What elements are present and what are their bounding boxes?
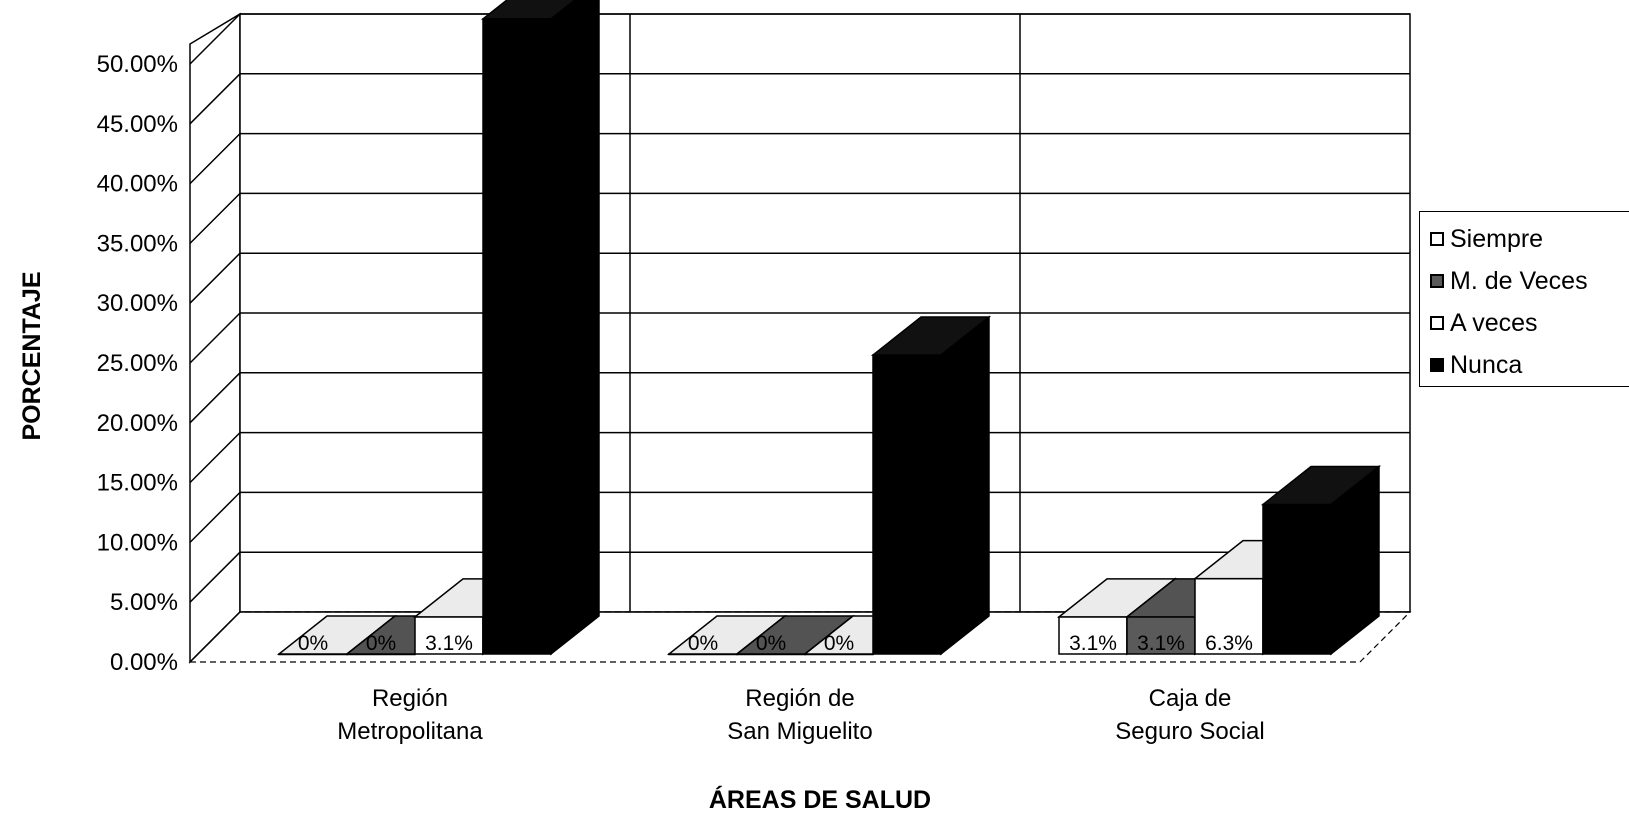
legend-swatch-nunca: [1430, 358, 1444, 372]
category-label: Caja de: [1149, 685, 1232, 712]
y-axis-ticks: 0.00% 5.00% 10.00% 15.00% 20.00% 25.00% 30.00%…: [97, 51, 178, 676]
gridline-side: [189, 192, 241, 244]
y-tick-label: 45.00%: [97, 111, 178, 138]
data-label: 6.3%: [1205, 632, 1253, 655]
data-label: 3.1%: [425, 632, 473, 655]
data-label: 3.1%: [1069, 632, 1117, 655]
x-axis-title: ÁREAS DE SALUD: [709, 785, 931, 814]
y-tick-label: 25.00%: [97, 350, 178, 377]
y-tick-label: 0.00%: [110, 649, 178, 676]
bars: [276, 0, 1382, 656]
y-axis-title: PORCENTAJE: [18, 271, 46, 440]
gridline-side: [189, 611, 241, 663]
bar-side: [1330, 464, 1380, 656]
gridline-side: [189, 312, 241, 364]
gridline-side: [189, 432, 241, 484]
gridline-side: [189, 252, 241, 304]
category-label: Región: [372, 685, 448, 712]
data-labels: 0% 0% 3.1% 0% 0% 0% 3.1% 3.1% 6.3%: [298, 632, 1253, 655]
legend-label: A veces: [1450, 308, 1538, 337]
y-tick-label: 30.00%: [97, 290, 178, 317]
gridline-side: [189, 491, 241, 543]
y-tick-label: 20.00%: [97, 410, 178, 437]
bar-front: [1058, 616, 1128, 655]
y-tick-label: 15.00%: [97, 470, 178, 497]
bar-side: [550, 0, 600, 656]
gridlines: [189, 13, 1410, 663]
gridline-side: [189, 551, 241, 603]
legend-item: A veces: [1420, 302, 1629, 344]
legend-label: Siempre: [1450, 224, 1544, 253]
legend-item: Siempre: [1420, 218, 1629, 260]
y-tick-label: 5.00%: [110, 589, 178, 616]
bar-side: [940, 315, 990, 656]
category-label: Seguro Social: [1115, 718, 1264, 745]
gridline-side: [189, 133, 241, 185]
legend-item: Nunca: [1420, 344, 1629, 386]
data-label: 0%: [366, 632, 396, 655]
category-label: Metropolitana: [337, 718, 483, 745]
legend: Siempre M. de Veces A veces Nunca: [1419, 211, 1629, 387]
x-axis-categories: Región Metropolitana Región de San Miguelit…: [337, 685, 1264, 745]
data-label: 0%: [298, 632, 328, 655]
data-label: 0%: [756, 632, 786, 655]
data-label: 0%: [688, 632, 718, 655]
bar-front: [1262, 503, 1332, 655]
legend-label: Nunca: [1450, 350, 1523, 379]
bar-front: [872, 354, 942, 655]
legend-swatch-a-veces: [1430, 316, 1444, 330]
category-label: San Miguelito: [727, 718, 872, 745]
y-tick-label: 35.00%: [97, 230, 178, 257]
y-tick-label: 50.00%: [97, 51, 178, 78]
data-label: 0%: [824, 632, 854, 655]
category-label: Región de: [745, 685, 854, 712]
gridline-side: [189, 73, 241, 125]
legend-item: M. de Veces: [1420, 260, 1629, 302]
legend-label: M. de Veces: [1450, 266, 1588, 295]
y-tick-label: 10.00%: [97, 529, 178, 556]
legend-swatch-m-de-veces: [1430, 274, 1444, 288]
bar-front: [482, 18, 552, 655]
gridline-side: [189, 372, 241, 424]
gridline-side: [189, 13, 241, 65]
data-label: 3.1%: [1137, 632, 1185, 655]
legend-swatch-siempre: [1430, 232, 1444, 246]
y-tick-label: 40.00%: [97, 171, 178, 198]
bar-top: [480, 0, 577, 20]
